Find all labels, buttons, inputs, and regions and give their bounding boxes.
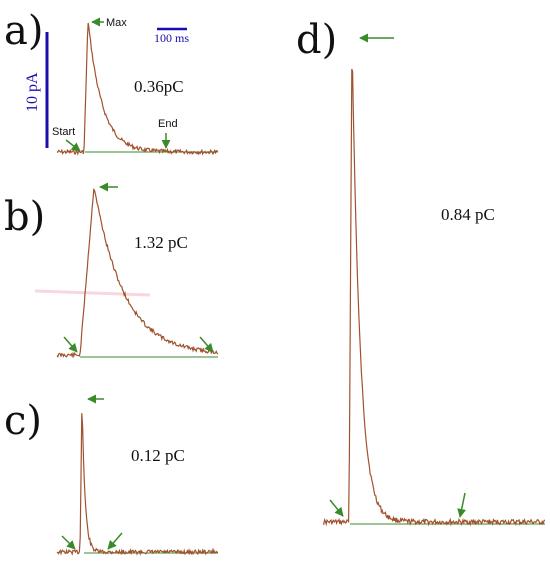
panel-b-charge: 1.32 pC	[134, 233, 188, 252]
start-arrow	[65, 139, 81, 152]
panel-d-start-arrow	[329, 499, 344, 517]
panel-a-charge: 0.36pC	[134, 77, 184, 96]
panel-c-end-arrow	[107, 532, 123, 550]
current-scale-label: 10 pA	[24, 72, 41, 112]
panel-a-trace	[56, 22, 219, 156]
panel-d-label: d)	[296, 17, 337, 63]
panel-b: b) 1.32 pC	[4, 182, 219, 359]
max-label: Max	[106, 17, 127, 29]
panel-c-trace	[56, 413, 219, 557]
panel-b-glow	[34, 289, 151, 297]
panel-d-charge: 0.84 pC	[441, 205, 495, 224]
panel-b-trace	[56, 187, 219, 359]
time-scale-label: 100 ms	[154, 31, 189, 45]
start-label: Start	[52, 126, 75, 138]
panel-a-label: a)	[4, 8, 43, 54]
panel-c-charge: 0.12 pC	[131, 446, 185, 465]
panel-b-label: b)	[4, 194, 45, 240]
panel-a: a) 10 pA 100 ms Max Start End 0.36pC	[4, 8, 219, 156]
panel-b-start-arrow	[63, 336, 78, 353]
panel-d-trace	[322, 68, 546, 527]
end-label: End	[158, 118, 178, 130]
panel-b-end-arrow	[199, 336, 214, 353]
panel-c: c) 0.12 pC	[4, 394, 219, 557]
panel-d-end-arrow	[457, 492, 467, 518]
panel-d: d) 0.84 pC	[296, 17, 546, 527]
panel-c-start-arrow	[61, 535, 76, 550]
panel-c-label: c)	[4, 398, 42, 444]
